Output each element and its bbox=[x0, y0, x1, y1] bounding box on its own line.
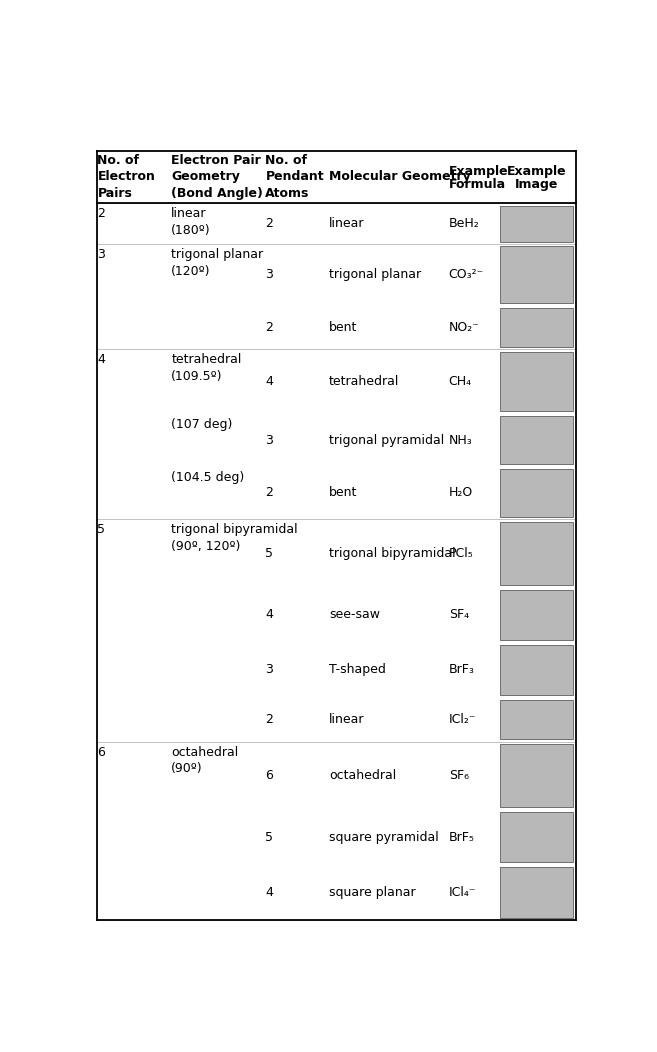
Text: PCl₅: PCl₅ bbox=[449, 547, 474, 560]
Text: bent: bent bbox=[329, 321, 357, 333]
Text: linear: linear bbox=[329, 217, 365, 230]
Text: see-saw: see-saw bbox=[329, 608, 380, 622]
Text: BrF₅: BrF₅ bbox=[449, 831, 474, 844]
Bar bbox=[499, 246, 574, 303]
Bar bbox=[499, 589, 574, 640]
Text: 4: 4 bbox=[265, 608, 273, 622]
Text: Image: Image bbox=[515, 179, 558, 191]
Text: Example: Example bbox=[507, 165, 566, 178]
Bar bbox=[499, 867, 574, 917]
Text: T-shaped: T-shaped bbox=[329, 664, 386, 676]
Text: Formula: Formula bbox=[449, 179, 506, 191]
Text: 2: 2 bbox=[265, 713, 273, 726]
Bar bbox=[499, 205, 574, 242]
Text: 6: 6 bbox=[265, 769, 273, 783]
Text: trigonal planar
(120º): trigonal planar (120º) bbox=[171, 248, 263, 278]
Text: (107 deg): (107 deg) bbox=[171, 418, 233, 431]
Text: 2: 2 bbox=[97, 207, 105, 220]
Text: 3: 3 bbox=[97, 248, 105, 261]
Text: 5: 5 bbox=[265, 831, 273, 844]
Bar bbox=[499, 645, 574, 695]
Bar bbox=[499, 812, 574, 863]
Bar bbox=[499, 417, 574, 464]
Text: Molecular Geometry: Molecular Geometry bbox=[329, 170, 471, 183]
Bar bbox=[499, 700, 574, 740]
Text: BeH₂: BeH₂ bbox=[449, 217, 480, 230]
Text: NO₂⁻: NO₂⁻ bbox=[449, 321, 480, 333]
Text: linear: linear bbox=[329, 713, 365, 726]
Text: 5: 5 bbox=[265, 547, 273, 560]
Text: H₂O: H₂O bbox=[449, 486, 473, 500]
Text: 4: 4 bbox=[265, 886, 273, 899]
Text: tetrahedral: tetrahedral bbox=[329, 376, 399, 388]
Text: 3: 3 bbox=[265, 433, 273, 447]
Text: 5: 5 bbox=[97, 523, 105, 537]
Text: No. of
Pendant
Atoms: No. of Pendant Atoms bbox=[265, 154, 324, 200]
Text: SF₄: SF₄ bbox=[449, 608, 469, 622]
Bar bbox=[499, 307, 574, 347]
Text: BrF₃: BrF₃ bbox=[449, 664, 474, 676]
Text: SF₆: SF₆ bbox=[449, 769, 468, 783]
Bar bbox=[499, 351, 574, 411]
Text: octahedral
(90º): octahedral (90º) bbox=[171, 746, 238, 775]
Text: 3: 3 bbox=[265, 268, 273, 281]
Text: octahedral: octahedral bbox=[329, 769, 396, 783]
Text: CO₃²⁻: CO₃²⁻ bbox=[449, 268, 484, 281]
Text: trigonal bipyramidal
(90º, 120º): trigonal bipyramidal (90º, 120º) bbox=[171, 523, 298, 552]
Text: 4: 4 bbox=[97, 353, 105, 366]
Text: trigonal pyramidal: trigonal pyramidal bbox=[329, 433, 444, 447]
Bar bbox=[499, 522, 574, 585]
Text: 3: 3 bbox=[265, 664, 273, 676]
Text: 2: 2 bbox=[265, 486, 273, 500]
Text: ICl₂⁻: ICl₂⁻ bbox=[449, 713, 476, 726]
Text: trigonal planar: trigonal planar bbox=[329, 268, 421, 281]
Text: No. of
Electron
Pairs: No. of Electron Pairs bbox=[97, 154, 155, 200]
Text: Electron Pair
Geometry
(Bond Angle): Electron Pair Geometry (Bond Angle) bbox=[171, 154, 263, 200]
Text: square planar: square planar bbox=[329, 886, 416, 899]
Text: linear
(180º): linear (180º) bbox=[171, 207, 211, 237]
Text: trigonal bipyramidal: trigonal bipyramidal bbox=[329, 547, 456, 560]
Text: 2: 2 bbox=[265, 321, 273, 333]
Text: tetrahedral
(109.5º): tetrahedral (109.5º) bbox=[171, 353, 242, 383]
Text: ICl₄⁻: ICl₄⁻ bbox=[449, 886, 476, 899]
Text: 6: 6 bbox=[97, 746, 105, 758]
Bar bbox=[499, 744, 574, 807]
Text: 4: 4 bbox=[265, 376, 273, 388]
Text: square pyramidal: square pyramidal bbox=[329, 831, 439, 844]
Text: Example: Example bbox=[449, 165, 509, 178]
Text: CH₄: CH₄ bbox=[449, 376, 472, 388]
Text: (104.5 deg): (104.5 deg) bbox=[171, 470, 244, 484]
Text: 2: 2 bbox=[265, 217, 273, 230]
Text: bent: bent bbox=[329, 486, 357, 500]
Bar bbox=[499, 469, 574, 517]
Text: NH₃: NH₃ bbox=[449, 433, 472, 447]
